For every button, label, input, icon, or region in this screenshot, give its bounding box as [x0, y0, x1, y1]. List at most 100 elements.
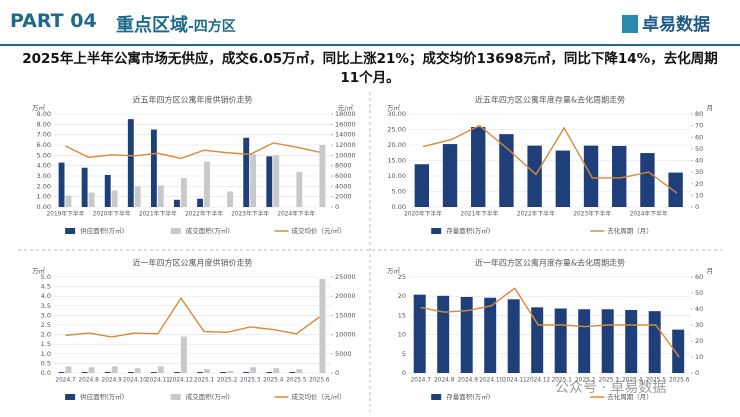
line-series [422, 124, 678, 194]
x-tick-label: 2024.11 [146, 378, 170, 384]
y-tick-label: 0 [402, 369, 406, 377]
y-tick-label: 10.00 [387, 172, 406, 180]
headline: 2025年上半年公寓市场无供应，成交6.05万㎡，同比上涨21%；成交均价136… [22, 51, 718, 86]
legend-label: 存量面积(万㎡) [446, 392, 490, 401]
y-tick-label: 0.5 [41, 359, 51, 367]
part-label: PART 04 [10, 10, 97, 32]
bar [413, 294, 426, 373]
y2-tick-label: 20 [695, 337, 703, 345]
y-tick-label: 30.00 [387, 110, 406, 118]
y-tick-label: 2.00 [37, 182, 51, 190]
bar [197, 372, 204, 373]
header: PART 04 重点区域-四方区 卓易数据 [0, 0, 740, 46]
bar [612, 145, 627, 207]
x-tick-label: 2024.9 [102, 378, 123, 384]
legend-label: 供应面积(万㎡) [80, 226, 124, 235]
bar [180, 336, 187, 373]
bar [414, 164, 430, 207]
bar [243, 372, 250, 373]
y-tick-label: 3.0 [41, 311, 51, 319]
y2-tick-label: 60 [695, 133, 703, 141]
bar [204, 369, 210, 373]
bar [484, 297, 497, 373]
x-tick-label: 2025.5 [286, 378, 307, 384]
bar [134, 186, 141, 207]
bar [296, 369, 303, 373]
y-tick-label: 3.5 [41, 302, 51, 310]
x-tick-label: 2019年下半年 [47, 210, 85, 218]
legend-swatch [65, 228, 76, 234]
bar [555, 150, 571, 207]
bar [648, 311, 661, 373]
bar [174, 372, 180, 373]
x-tick-label: 2025.4 [622, 378, 643, 384]
bar [499, 134, 514, 207]
y2-tick-label: 25000 [335, 273, 356, 281]
y2-tick-label: 30 [695, 168, 703, 176]
y-axis-label: 万㎡ [32, 103, 46, 112]
bar [104, 372, 111, 373]
bar [134, 368, 141, 373]
bar [157, 185, 164, 207]
y-tick-label: 6.00 [37, 141, 51, 149]
bar [266, 372, 273, 373]
y2-tick-label: 0 [695, 203, 699, 211]
y-axis-label: 万㎡ [387, 103, 401, 112]
bar [180, 178, 187, 207]
y2-tick-label: 0 [695, 369, 699, 377]
y2-tick-label: 4000 [335, 182, 352, 190]
x-tick-label: 2025.4 [263, 378, 284, 384]
x-tick-label: 2025.3 [599, 378, 620, 384]
y-tick-label: 20.00 [387, 141, 406, 149]
x-tick-label: 2024.7 [411, 378, 432, 384]
legend-label: 供应面积(万㎡) [80, 392, 124, 401]
y2-axis-label: 月 [707, 104, 714, 112]
y-tick-label: 5 [402, 350, 406, 358]
legend-label: 成交面积(万㎡) [186, 392, 230, 401]
bar [640, 153, 655, 207]
bar [88, 367, 95, 373]
x-tick-label: 2025.6 [309, 378, 330, 384]
legend-label: 成交均价（元/㎡） [291, 226, 345, 235]
bar [625, 310, 638, 373]
bar [507, 299, 520, 373]
y2-tick-label: 10000 [335, 151, 356, 159]
legend-label: 去化周期（月） [607, 392, 653, 401]
y-tick-label: 1.00 [37, 193, 51, 201]
y2-tick-label: 2000 [335, 193, 352, 201]
bar [554, 308, 567, 373]
bar [578, 309, 591, 373]
y2-tick-label: 20000 [335, 292, 356, 300]
y-axis-label: 万㎡ [32, 266, 46, 275]
x-tick-label: 2022年下半年 [517, 210, 555, 218]
y2-tick-label: 40 [695, 305, 703, 313]
y2-tick-label: 10000 [335, 331, 356, 339]
line-series [65, 296, 320, 338]
bar [243, 137, 250, 207]
x-tick-label: 2020年下半年 [404, 210, 442, 218]
y-tick-label: 4.0 [41, 292, 51, 300]
bar [273, 155, 280, 207]
bar [88, 192, 95, 207]
x-tick-label: 2021年下半年 [139, 210, 177, 218]
chart-title: 近五年四方区公寓年度供销价走势 [133, 95, 253, 105]
y2-axis-label: 月 [707, 267, 714, 275]
y-tick-label: 1.5 [41, 340, 51, 348]
x-tick-label: 2024.9 [458, 378, 479, 384]
chart-title: 近一年四方区公寓月度存量&去化周期走势 [475, 258, 625, 268]
bar [111, 190, 118, 207]
bar [250, 367, 257, 373]
logo-text: 卓易数据 [642, 15, 710, 35]
y2-tick-label: 12000 [335, 141, 356, 149]
bar [150, 372, 157, 373]
legend-swatch [170, 394, 181, 400]
watermark: 公众号 · 卓易数据 [555, 380, 667, 396]
y2-tick-label: 30 [695, 321, 703, 329]
x-tick-label: 2025.1 [552, 378, 573, 384]
y-tick-label: 9.00 [37, 110, 51, 118]
y-tick-label: 1.0 [41, 350, 51, 358]
x-tick-label: 2024年下半年 [277, 210, 315, 218]
bar [250, 154, 257, 207]
